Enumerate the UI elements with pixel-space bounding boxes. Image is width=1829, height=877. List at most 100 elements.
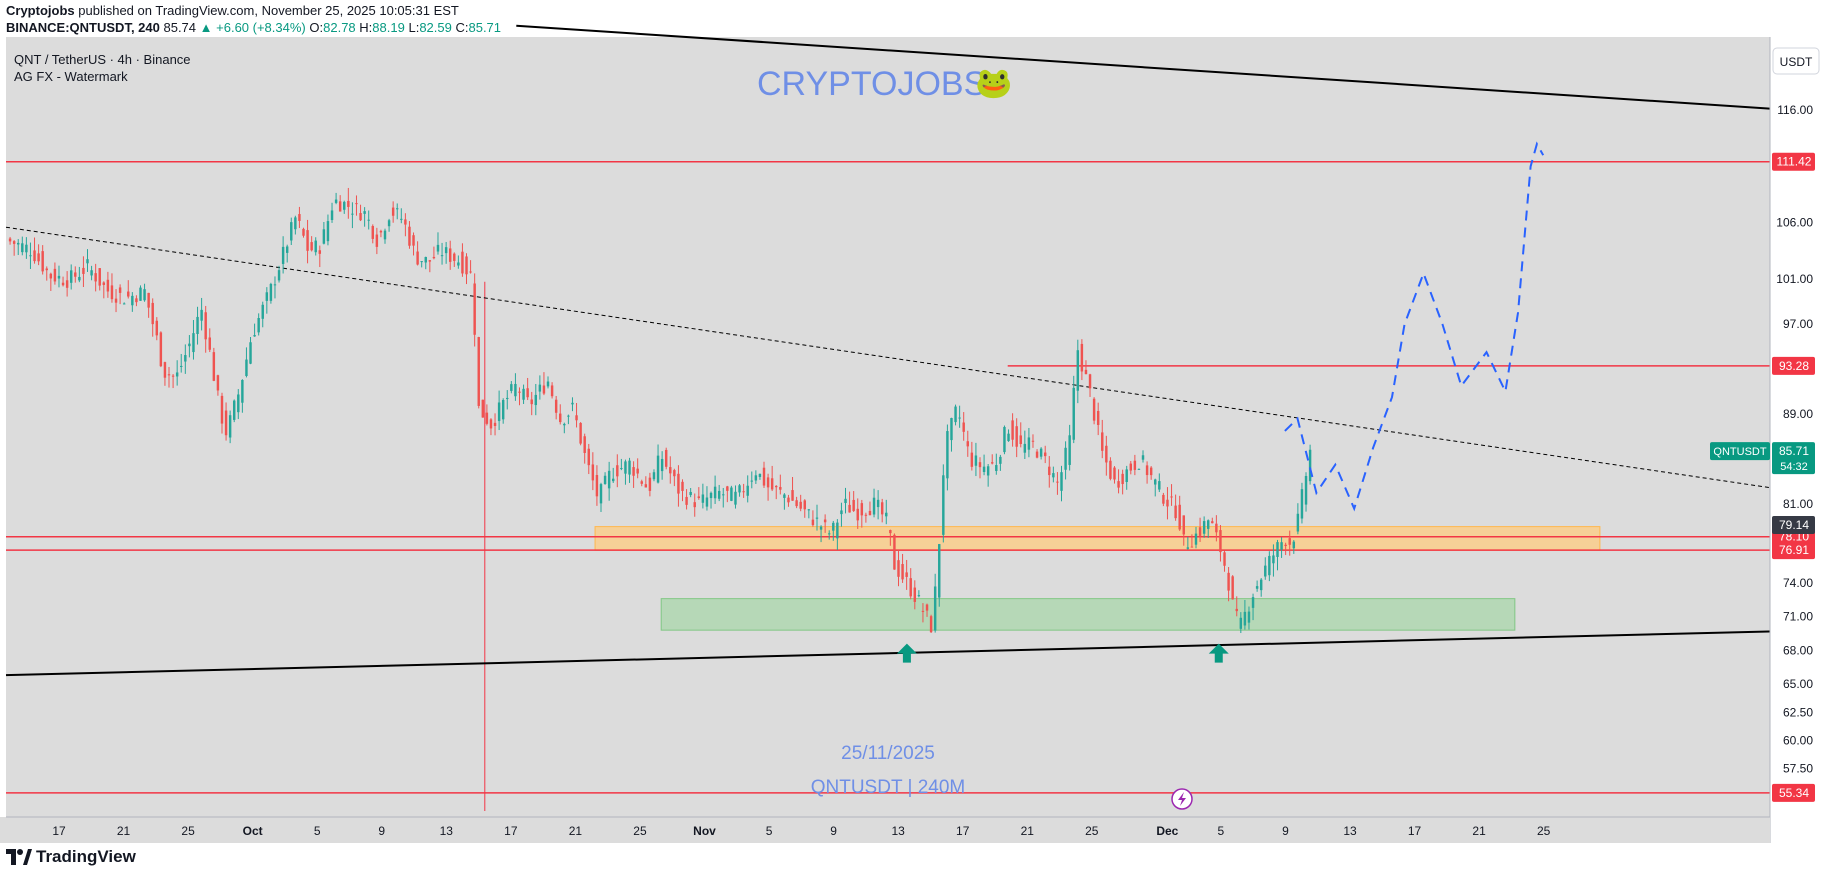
candle-body (322, 229, 326, 244)
tradingview-logo[interactable]: TradingView (6, 847, 136, 867)
candle (1007, 429, 1010, 442)
candle-body (550, 385, 554, 397)
time-tick: 17 (1408, 824, 1422, 838)
candle (628, 457, 631, 483)
candle-body (795, 500, 798, 507)
candle (477, 336, 480, 409)
candle (921, 603, 925, 623)
candle-body (241, 379, 244, 403)
candle (338, 195, 342, 212)
candle (909, 568, 912, 600)
candle (180, 353, 183, 373)
candle-body (819, 526, 823, 530)
candle (408, 221, 411, 249)
currency-button[interactable]: USDT (1772, 47, 1820, 75)
candle-body (1272, 555, 1275, 564)
candle-body (1276, 542, 1279, 557)
candle-body (12, 241, 16, 244)
candle-body (1064, 447, 1067, 470)
candle (1296, 503, 1300, 535)
candle-body (1076, 350, 1080, 391)
open-value: 82.78 (323, 20, 356, 35)
candle (685, 489, 688, 510)
candle-body (21, 243, 24, 253)
candle (69, 264, 73, 290)
candle-body (999, 456, 1002, 464)
candle-body (660, 458, 664, 472)
candle (1149, 466, 1153, 480)
time-tick: 25 (1085, 824, 1099, 838)
candle-body (913, 587, 917, 602)
candle (1048, 456, 1051, 488)
candle-body (131, 295, 134, 306)
candle-body (1231, 576, 1234, 600)
candle-body (530, 399, 533, 405)
level-label-text: 76.91 (1779, 543, 1809, 557)
candle-body (33, 250, 36, 262)
candle (925, 603, 929, 617)
candle (938, 543, 941, 607)
candle (917, 590, 921, 598)
candle (611, 467, 615, 483)
candle-body (457, 262, 460, 266)
candle-body (371, 226, 375, 239)
candle-body (1259, 579, 1263, 591)
candle (1068, 424, 1071, 471)
candle (424, 256, 427, 270)
candle (45, 266, 48, 281)
candle (575, 402, 578, 428)
plot-area[interactable] (6, 37, 1770, 817)
flash-icon[interactable] (1171, 788, 1193, 810)
currency-label: USDT (1780, 55, 1813, 69)
time-tick: 25 (181, 824, 195, 838)
candle (571, 397, 574, 412)
price-axis[interactable]: 116.00 106.00 101.00 97.00 89.00 81.00 74.00 71… (1776, 103, 1813, 804)
candle (94, 263, 97, 292)
candle-body (701, 494, 705, 503)
candle-body (501, 399, 505, 420)
candle-body (1027, 437, 1031, 450)
symbol-tag-text: QNTUSDT (1713, 446, 1766, 458)
candle (1056, 472, 1059, 495)
time-axis[interactable]: 17 21 25 Oct 5 9 13 17 21 25 Nov 5 9 13 17 21 25 Dec 5 9 13 1… (52, 824, 1550, 838)
candle (400, 208, 403, 224)
price-tick: 60.00 (1783, 733, 1813, 747)
candle-body (897, 560, 900, 577)
candle (1141, 450, 1145, 463)
candle-body (746, 485, 749, 496)
candle (709, 491, 713, 509)
candle-body (249, 342, 252, 364)
candle (868, 501, 872, 516)
candle (1117, 469, 1120, 494)
candle (420, 261, 423, 268)
legend-indicator: AG FX - Watermark (14, 69, 128, 84)
watermark-date: 25/11/2025 (841, 743, 935, 764)
candle (436, 232, 440, 255)
candle (811, 510, 815, 527)
level-label-text: 111.42 (1777, 155, 1812, 169)
candle-body (673, 470, 676, 477)
candle (713, 475, 717, 504)
candle-body (681, 481, 684, 491)
candle (1255, 580, 1259, 592)
candle-body (946, 431, 949, 479)
candle-body (742, 491, 745, 493)
candle (1231, 575, 1234, 600)
candle (220, 392, 224, 434)
candle-body (171, 375, 175, 377)
candle (962, 412, 965, 441)
candle-body (461, 251, 464, 274)
current-price-text: 85.71 (1779, 444, 1809, 458)
candle (110, 273, 114, 303)
candle-body (143, 289, 146, 301)
candle (135, 295, 138, 307)
candle-body (37, 253, 40, 262)
candle (762, 461, 766, 488)
candle-body (1101, 432, 1104, 451)
candle-body (269, 283, 273, 301)
candle (232, 399, 236, 423)
level-label-93.28: 93.28 (1772, 356, 1815, 375)
candle (82, 256, 85, 288)
candle (1039, 447, 1043, 460)
